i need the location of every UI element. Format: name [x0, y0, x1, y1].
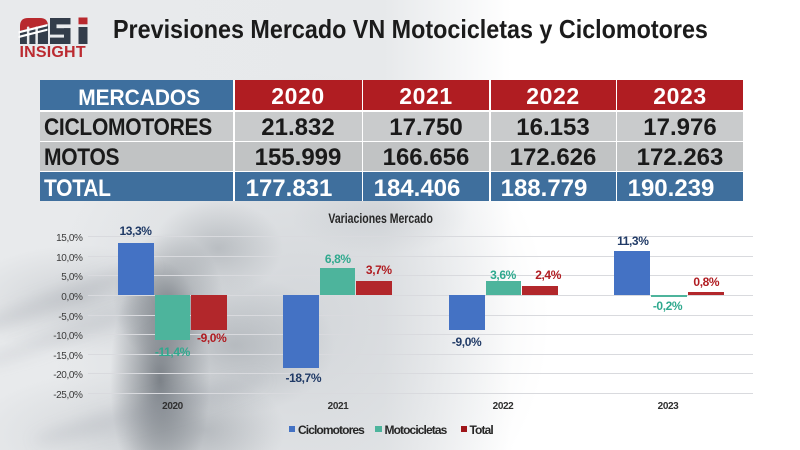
svg-text:INSIGHT: INSIGHT	[20, 44, 86, 61]
